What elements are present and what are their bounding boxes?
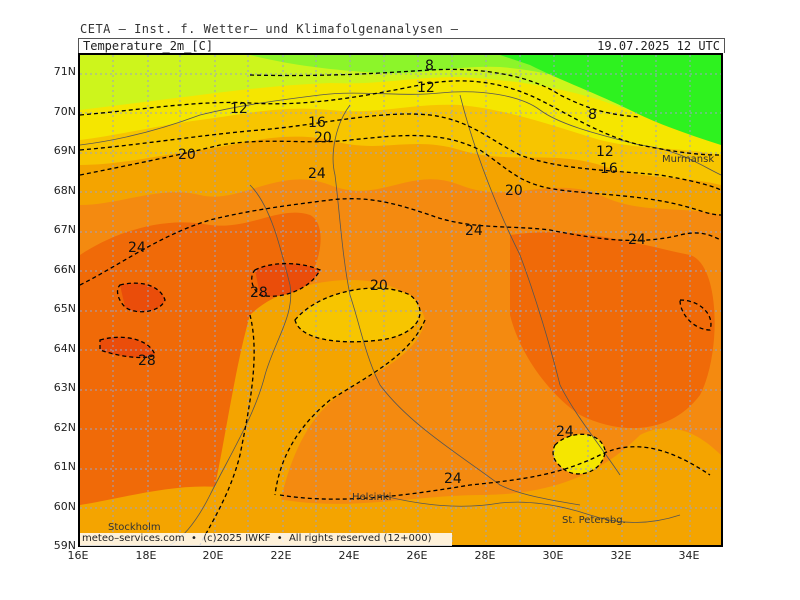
- isotherm-28-east: [679, 299, 712, 331]
- lat-label: 66N: [53, 263, 76, 276]
- contour-label: 24: [128, 240, 146, 256]
- field-bay-cool: [200, 280, 425, 545]
- parameter-label: Temperature_2m_[C]: [83, 39, 214, 53]
- isotherm-24-bay: [274, 319, 426, 496]
- contour-label: 8: [588, 107, 597, 123]
- product-title: CETA – Inst. f. Wetter– und Klimafolgena…: [80, 22, 459, 36]
- contour-label: 24: [444, 471, 462, 487]
- contour-label: 24: [308, 166, 326, 182]
- contour-label: 20: [370, 278, 388, 294]
- field-spb-warm: [553, 434, 605, 474]
- isotherm-16: [80, 113, 721, 191]
- contour-label: 16: [600, 161, 618, 177]
- contour-label: 12: [230, 101, 248, 117]
- lat-label: 59N: [53, 539, 76, 552]
- lat-label: 65N: [53, 302, 76, 315]
- valid-time: 19.07.2025 12 UTC: [597, 39, 720, 53]
- field-south: [80, 428, 721, 545]
- lon-label: 24E: [338, 549, 360, 562]
- lon-label: 30E: [542, 549, 564, 562]
- isotherm-24-south: [279, 446, 711, 500]
- coastlines: [80, 91, 721, 545]
- lat-label: 71N: [53, 65, 76, 78]
- contour-label: 20: [178, 147, 196, 163]
- contour-label: 12: [417, 80, 435, 96]
- graticule: [80, 55, 721, 545]
- isotherm-24-spb: [552, 433, 606, 475]
- isotherm-24-north: [80, 198, 721, 286]
- lat-label: 69N: [53, 144, 76, 157]
- isotherm-28-sw: [99, 336, 156, 359]
- lat-label: 67N: [53, 223, 76, 236]
- lat-label: 63N: [53, 381, 76, 394]
- lon-label: 20E: [202, 549, 224, 562]
- isotherm-12: [80, 80, 721, 156]
- lat-label: 70N: [53, 105, 76, 118]
- contour-label: 16: [308, 115, 326, 131]
- field-east-warm: [510, 232, 715, 429]
- city-label-murmansk: Murmansk: [662, 154, 714, 165]
- contour-labels: 8 12 8 12 16 20 16 12 20 24 20 24 24 28 …: [128, 58, 646, 487]
- isotherm-20-bay: [294, 287, 421, 343]
- city-label-stockholm: Stockholm: [108, 522, 161, 533]
- contour-label: 20: [505, 183, 523, 199]
- isotherm-24-west: [199, 314, 255, 545]
- lon-label: 22E: [270, 549, 292, 562]
- contour-label: 24: [465, 223, 483, 239]
- contour-label: 24: [628, 232, 646, 248]
- isotherm-28-west: [116, 282, 166, 313]
- field-28-sw: [100, 337, 155, 358]
- lon-label: 28E: [474, 549, 496, 562]
- lon-label: 32E: [610, 549, 632, 562]
- lon-label: 34E: [678, 549, 700, 562]
- city-label-st-petersburg: St. Petersbg.: [562, 515, 626, 526]
- contour-label: 8: [425, 58, 434, 74]
- map-canvas: 8 12 8 12 16 20 16 12 20 24 20 24 24 28 …: [80, 55, 721, 545]
- lat-label: 61N: [53, 460, 76, 473]
- lat-label: 68N: [53, 184, 76, 197]
- temperature-map: 8 12 8 12 16 20 16 12 20 24 20 24 24 28 …: [78, 53, 723, 547]
- contour-label: 20: [314, 130, 332, 146]
- field-28-west: [120, 283, 165, 312]
- city-label-helsinki: Helsinki: [352, 492, 391, 503]
- isotherm-28-center: [251, 262, 321, 297]
- contour-label: 28: [250, 285, 268, 301]
- lat-label: 64N: [53, 342, 76, 355]
- lat-label: 60N: [53, 500, 76, 513]
- lon-label: 18E: [135, 549, 157, 562]
- copyright-footer: meteo–services.com • (c)2025 IWKF • All …: [80, 533, 452, 546]
- field-28-center: [255, 263, 320, 297]
- lon-label: 26E: [406, 549, 428, 562]
- lat-label: 62N: [53, 421, 76, 434]
- isotherms: [80, 68, 721, 545]
- info-bar: Temperature_2m_[C] 19.07.2025 12 UTC: [78, 38, 725, 53]
- contour-label: 24: [556, 424, 574, 440]
- field-green: [500, 55, 721, 145]
- field-bay-20: [295, 288, 420, 342]
- isotherm-20: [80, 134, 721, 216]
- contour-label: 28: [138, 353, 156, 369]
- contour-label: 12: [596, 144, 614, 160]
- lon-label: 16E: [67, 549, 89, 562]
